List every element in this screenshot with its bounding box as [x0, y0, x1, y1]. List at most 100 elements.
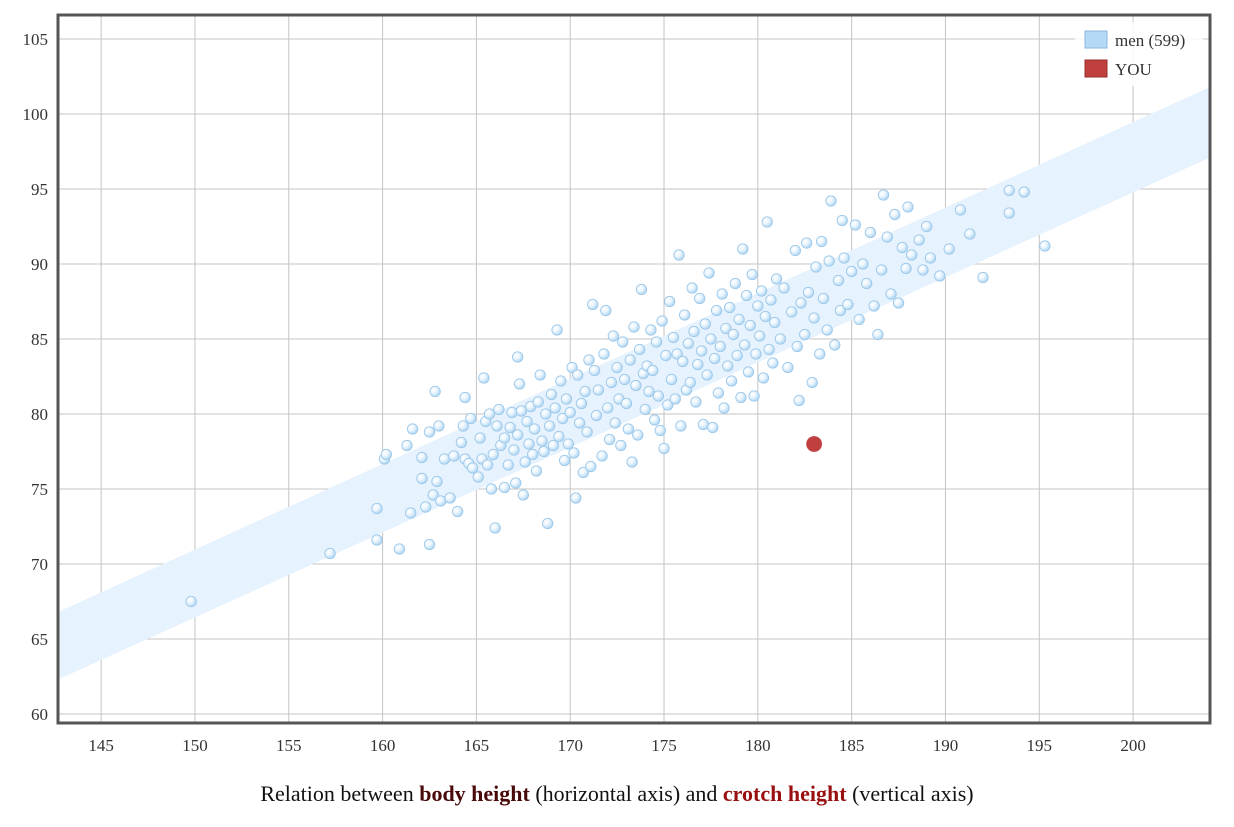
point-men — [575, 397, 588, 410]
point-men — [534, 369, 546, 381]
point-men — [660, 349, 672, 362]
point-men — [491, 420, 503, 432]
point-men — [770, 273, 783, 285]
point-men — [512, 429, 524, 441]
point-men — [605, 376, 618, 389]
point-men — [423, 426, 436, 438]
point-men — [472, 471, 484, 483]
point-men — [720, 322, 732, 335]
point-men — [834, 304, 847, 317]
point-men — [892, 297, 905, 309]
point-men — [448, 450, 460, 462]
point-men — [694, 292, 706, 305]
point-men — [618, 373, 631, 386]
point-men — [600, 304, 612, 317]
point-men — [872, 328, 884, 341]
point-men — [688, 325, 700, 338]
point-men — [455, 436, 468, 449]
point-men — [739, 339, 751, 351]
point-men — [401, 439, 413, 452]
point-men — [669, 393, 681, 405]
x-tick-label: 145 — [88, 736, 114, 755]
point-men — [917, 264, 929, 276]
point-men — [581, 426, 593, 438]
point-men — [555, 375, 567, 387]
point-men — [549, 402, 561, 414]
point-men — [675, 420, 687, 432]
point-men — [889, 208, 901, 221]
point-men — [902, 201, 914, 213]
point-men — [568, 447, 580, 459]
point-men — [896, 241, 908, 254]
point-men — [800, 237, 813, 249]
point-men — [1003, 207, 1015, 219]
point-men — [705, 333, 717, 345]
point-men — [710, 304, 723, 317]
point-men — [677, 355, 689, 368]
point-men — [630, 379, 642, 392]
point-men — [648, 414, 661, 426]
point-men — [598, 348, 610, 360]
point-men — [650, 336, 663, 348]
point-men — [733, 313, 745, 326]
point-men — [583, 354, 595, 366]
point-men — [725, 375, 738, 387]
point-men — [727, 328, 740, 341]
point-men — [718, 402, 730, 414]
point-men — [1003, 184, 1015, 197]
point-men — [596, 450, 608, 462]
point-men — [735, 391, 747, 404]
y-tick-label: 90 — [31, 255, 48, 274]
point-men — [724, 301, 736, 314]
point-men — [667, 331, 680, 344]
point-men — [558, 454, 571, 467]
point-men — [729, 277, 741, 290]
point-men — [624, 354, 636, 366]
point-men — [793, 394, 805, 407]
point-men — [493, 403, 505, 416]
point-men — [632, 429, 644, 441]
point-men — [740, 289, 753, 302]
point-men — [785, 306, 798, 318]
point-men — [731, 349, 743, 362]
point-men — [663, 295, 676, 308]
x-tick-label: 165 — [464, 736, 490, 755]
point-men — [485, 483, 498, 495]
point-men — [633, 343, 646, 356]
y-tick-label: 60 — [31, 705, 48, 724]
point-men — [877, 189, 890, 201]
point-men — [393, 543, 406, 555]
y-tick-label: 95 — [31, 180, 48, 199]
point-men — [838, 252, 850, 264]
point-men — [821, 324, 833, 336]
point-men — [435, 495, 447, 507]
point-men — [451, 505, 464, 518]
point-men — [943, 243, 955, 255]
x-axis-ticks: 145 150 155 160 165 170 175 180 185 190 195 200 — [88, 736, 1145, 755]
point-men — [538, 445, 550, 458]
point-men — [540, 408, 552, 420]
point-men — [913, 234, 925, 246]
point-men — [825, 195, 837, 207]
y-tick-label: 70 — [31, 555, 48, 574]
point-men — [515, 405, 528, 417]
point-men — [699, 318, 711, 330]
point-men — [532, 396, 544, 408]
point-men — [849, 219, 862, 231]
point-men — [924, 252, 937, 264]
caption-suffix: (vertical axis) — [846, 781, 974, 806]
point-men — [466, 462, 479, 474]
point-men — [416, 472, 428, 485]
point-men — [755, 285, 768, 297]
point-men — [881, 231, 893, 243]
point-men — [791, 340, 803, 353]
point-men — [673, 249, 685, 261]
point-men — [579, 385, 591, 398]
point-men — [483, 408, 496, 420]
point-men — [789, 244, 802, 257]
point-men — [707, 421, 719, 434]
point-men — [759, 310, 771, 323]
point-men — [570, 492, 582, 504]
point-men — [658, 442, 670, 455]
point-men — [746, 268, 758, 281]
